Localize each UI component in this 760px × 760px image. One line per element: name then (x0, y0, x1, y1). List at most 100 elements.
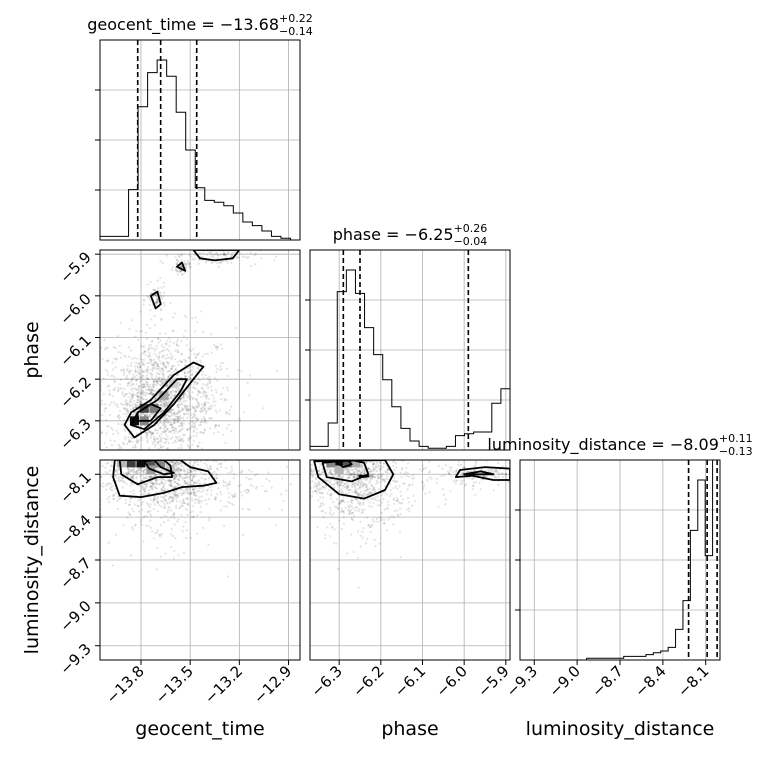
scatter-point (351, 490, 354, 493)
scatter-point (360, 464, 363, 467)
scatter-point (131, 394, 134, 397)
scatter-point (163, 441, 166, 444)
scatter-point (138, 380, 141, 383)
scatter-point (143, 487, 146, 490)
scatter-point (174, 494, 177, 498)
scatter-point (307, 497, 309, 499)
scatter-point (235, 256, 238, 259)
scatter-point (193, 429, 196, 432)
scatter-point (182, 358, 186, 361)
scatter-point (226, 252, 229, 255)
scatter-point (176, 494, 179, 497)
scatter-point (138, 366, 142, 369)
scatter-point (341, 491, 344, 495)
scatter-point (335, 456, 337, 458)
scatter-point (190, 479, 193, 482)
scatter-point (123, 457, 125, 459)
scatter-point (169, 479, 172, 483)
scatter-point (184, 265, 187, 268)
scatter-point (364, 391, 366, 393)
scatter-point (215, 477, 219, 480)
scatter-point (197, 445, 200, 448)
scatter-point (149, 389, 152, 393)
scatter-point (127, 355, 131, 358)
lines-layer (99, 40, 721, 661)
scatter-point (159, 295, 163, 298)
scatter-point (162, 427, 166, 431)
scatter-point (497, 472, 500, 476)
scatter-point (86, 443, 88, 445)
scatter-point (122, 443, 126, 446)
scatter-point (348, 506, 351, 509)
scatter-point (161, 378, 164, 381)
scatter-point (108, 487, 112, 490)
scatter-point (155, 354, 158, 358)
scatter-point (461, 471, 464, 474)
scatter-point (375, 423, 377, 425)
scatter-point (103, 410, 106, 413)
scatter-point (178, 507, 181, 510)
scatter-point (387, 504, 390, 507)
scatter-point (162, 484, 165, 487)
scatter-point (340, 455, 342, 457)
scatter-point (354, 473, 358, 477)
scatter-point (359, 501, 362, 505)
scatter-point (191, 317, 194, 320)
scatter-point (227, 251, 230, 254)
scatter-point (368, 461, 372, 464)
scatter-point (165, 361, 168, 364)
scatter-point (361, 467, 364, 470)
scatter-point (247, 491, 250, 494)
scatter-point (376, 465, 379, 468)
scatter-point (373, 488, 376, 491)
scatter-point (359, 454, 361, 456)
scatter-point (321, 451, 323, 453)
scatter-point (182, 422, 185, 425)
scatter-point (354, 489, 357, 492)
scatter-point (143, 455, 145, 457)
scatter-point (190, 470, 193, 474)
scatter-point (170, 479, 173, 482)
scatter-point (111, 395, 115, 398)
scatter-point (170, 456, 172, 458)
scatter-point (201, 409, 204, 412)
scatter-point (180, 254, 183, 257)
scatter-point (364, 494, 367, 497)
scatter-point (394, 462, 398, 465)
scatter-point (203, 478, 206, 481)
scatter-point (189, 255, 193, 258)
scatter-point (181, 427, 184, 431)
scatter-point (247, 469, 251, 472)
scatter-point (455, 469, 458, 472)
scatter-point (319, 504, 323, 507)
scatter-point (467, 470, 470, 473)
scatter-point (211, 417, 214, 420)
scatter-point (319, 473, 323, 476)
scatter-point (214, 424, 217, 427)
scatter-point (129, 484, 132, 487)
scatter-point (178, 270, 181, 273)
density-cell-2-4 (334, 465, 344, 475)
scatter-point (332, 417, 334, 419)
scatter-point (329, 454, 331, 456)
scatter-point (295, 465, 297, 467)
scatter-point (339, 481, 342, 484)
scatter-point (155, 294, 158, 297)
scatter-point (136, 366, 139, 370)
scatter-point (149, 392, 152, 395)
scatter-point (151, 487, 154, 490)
scatter-point (383, 508, 386, 511)
scatter-point (224, 442, 227, 445)
scatter-point (352, 411, 354, 413)
scatter-point (121, 467, 123, 469)
scatter-point (191, 386, 195, 389)
scatter-point (149, 354, 152, 357)
scatter-point (310, 467, 313, 470)
scatter-point (495, 470, 498, 473)
scatter-point (183, 260, 186, 263)
scatter-point (207, 407, 210, 410)
scatter-point (184, 393, 187, 397)
scatter-point (142, 479, 145, 482)
scatter-point (130, 387, 133, 390)
scatter-point (58, 389, 60, 391)
